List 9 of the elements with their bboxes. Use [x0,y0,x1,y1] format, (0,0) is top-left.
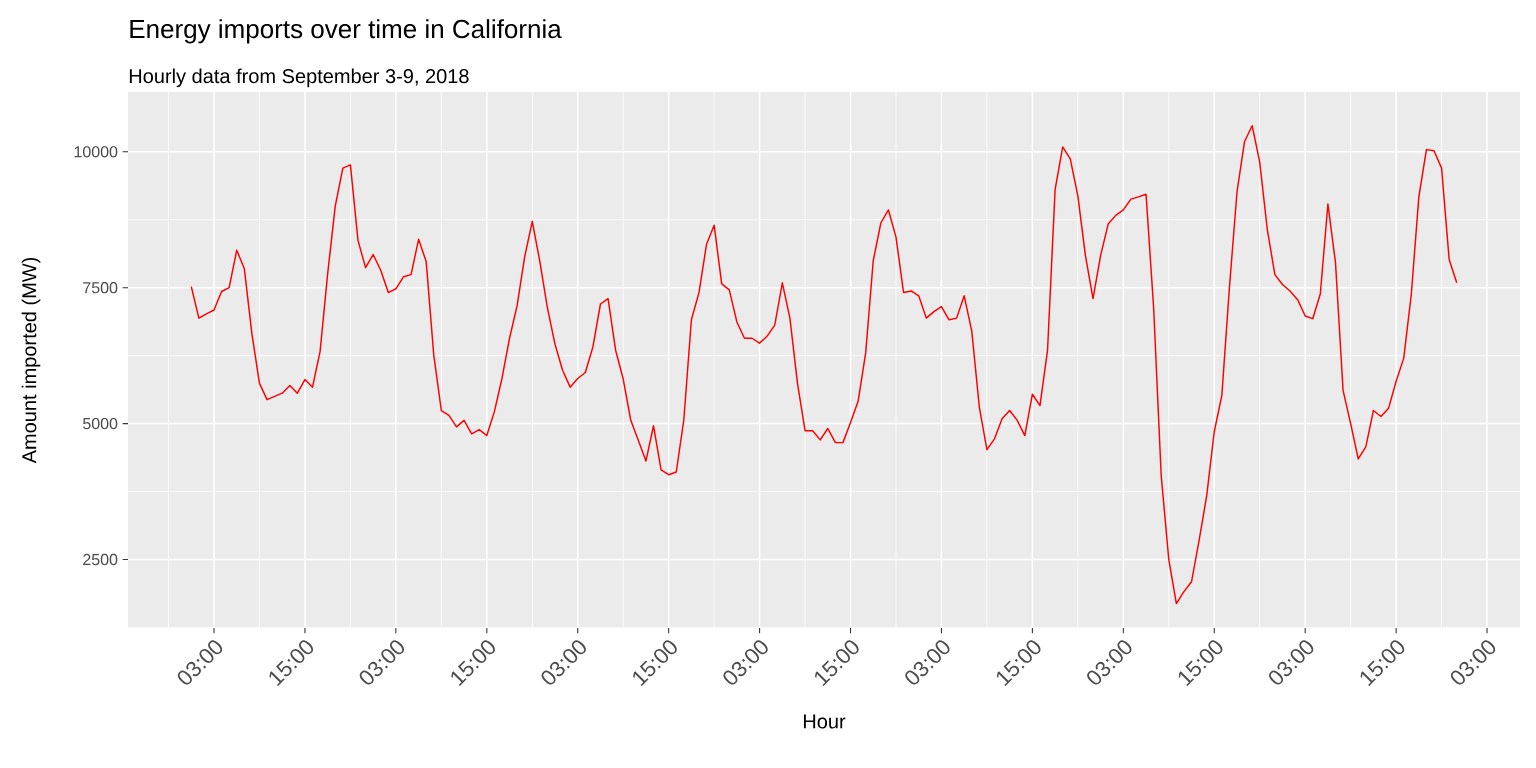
y-tick-label: 7500 [83,282,118,294]
line-series [190,124,1458,605]
y-tick-label: 10000 [74,146,118,158]
y-tick-label: 5000 [83,417,118,430]
chart-title: Energy imports over time in California [130,19,562,44]
y-tick-label: 2500 [83,553,118,566]
x-axis-title: Hour [803,714,846,729]
chart-subtitle: Hourly data from September 3-9, 2018 [129,68,469,88]
y-axis-title: Amount imported (MW) [21,257,41,464]
